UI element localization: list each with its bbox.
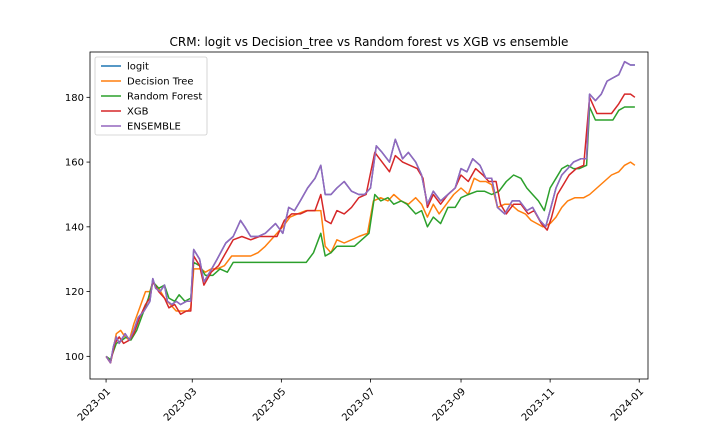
legend-label: XGB: [127, 107, 149, 118]
legend-label: ENSEMBLE: [127, 122, 181, 133]
y-tick-label: 120: [65, 287, 84, 298]
plot-frame: [89, 51, 649, 380]
legend-box: [94, 56, 208, 136]
legend-label: Random Forest: [127, 92, 202, 103]
legend: logit Decision Tree Random Forest XGB ENSEMB…: [94, 56, 208, 136]
series-line-xgb: [105, 93, 636, 364]
legend-label: Decision Tree: [127, 77, 194, 88]
legend-label: logit: [127, 62, 149, 73]
series-line-random-forest: [105, 106, 635, 361]
y-axis: 100 120 140 160 180: [65, 93, 90, 363]
y-tick-label: 140: [65, 222, 84, 233]
y-tick-label: 180: [65, 93, 84, 104]
y-tick-label: 100: [65, 352, 84, 363]
series-line-ensemble: [105, 60, 635, 364]
series-layer: [105, 60, 636, 364]
y-tick-label: 160: [65, 158, 84, 169]
chart-title: CRM: logit vs Decision_tree vs Random fo…: [170, 35, 569, 49]
